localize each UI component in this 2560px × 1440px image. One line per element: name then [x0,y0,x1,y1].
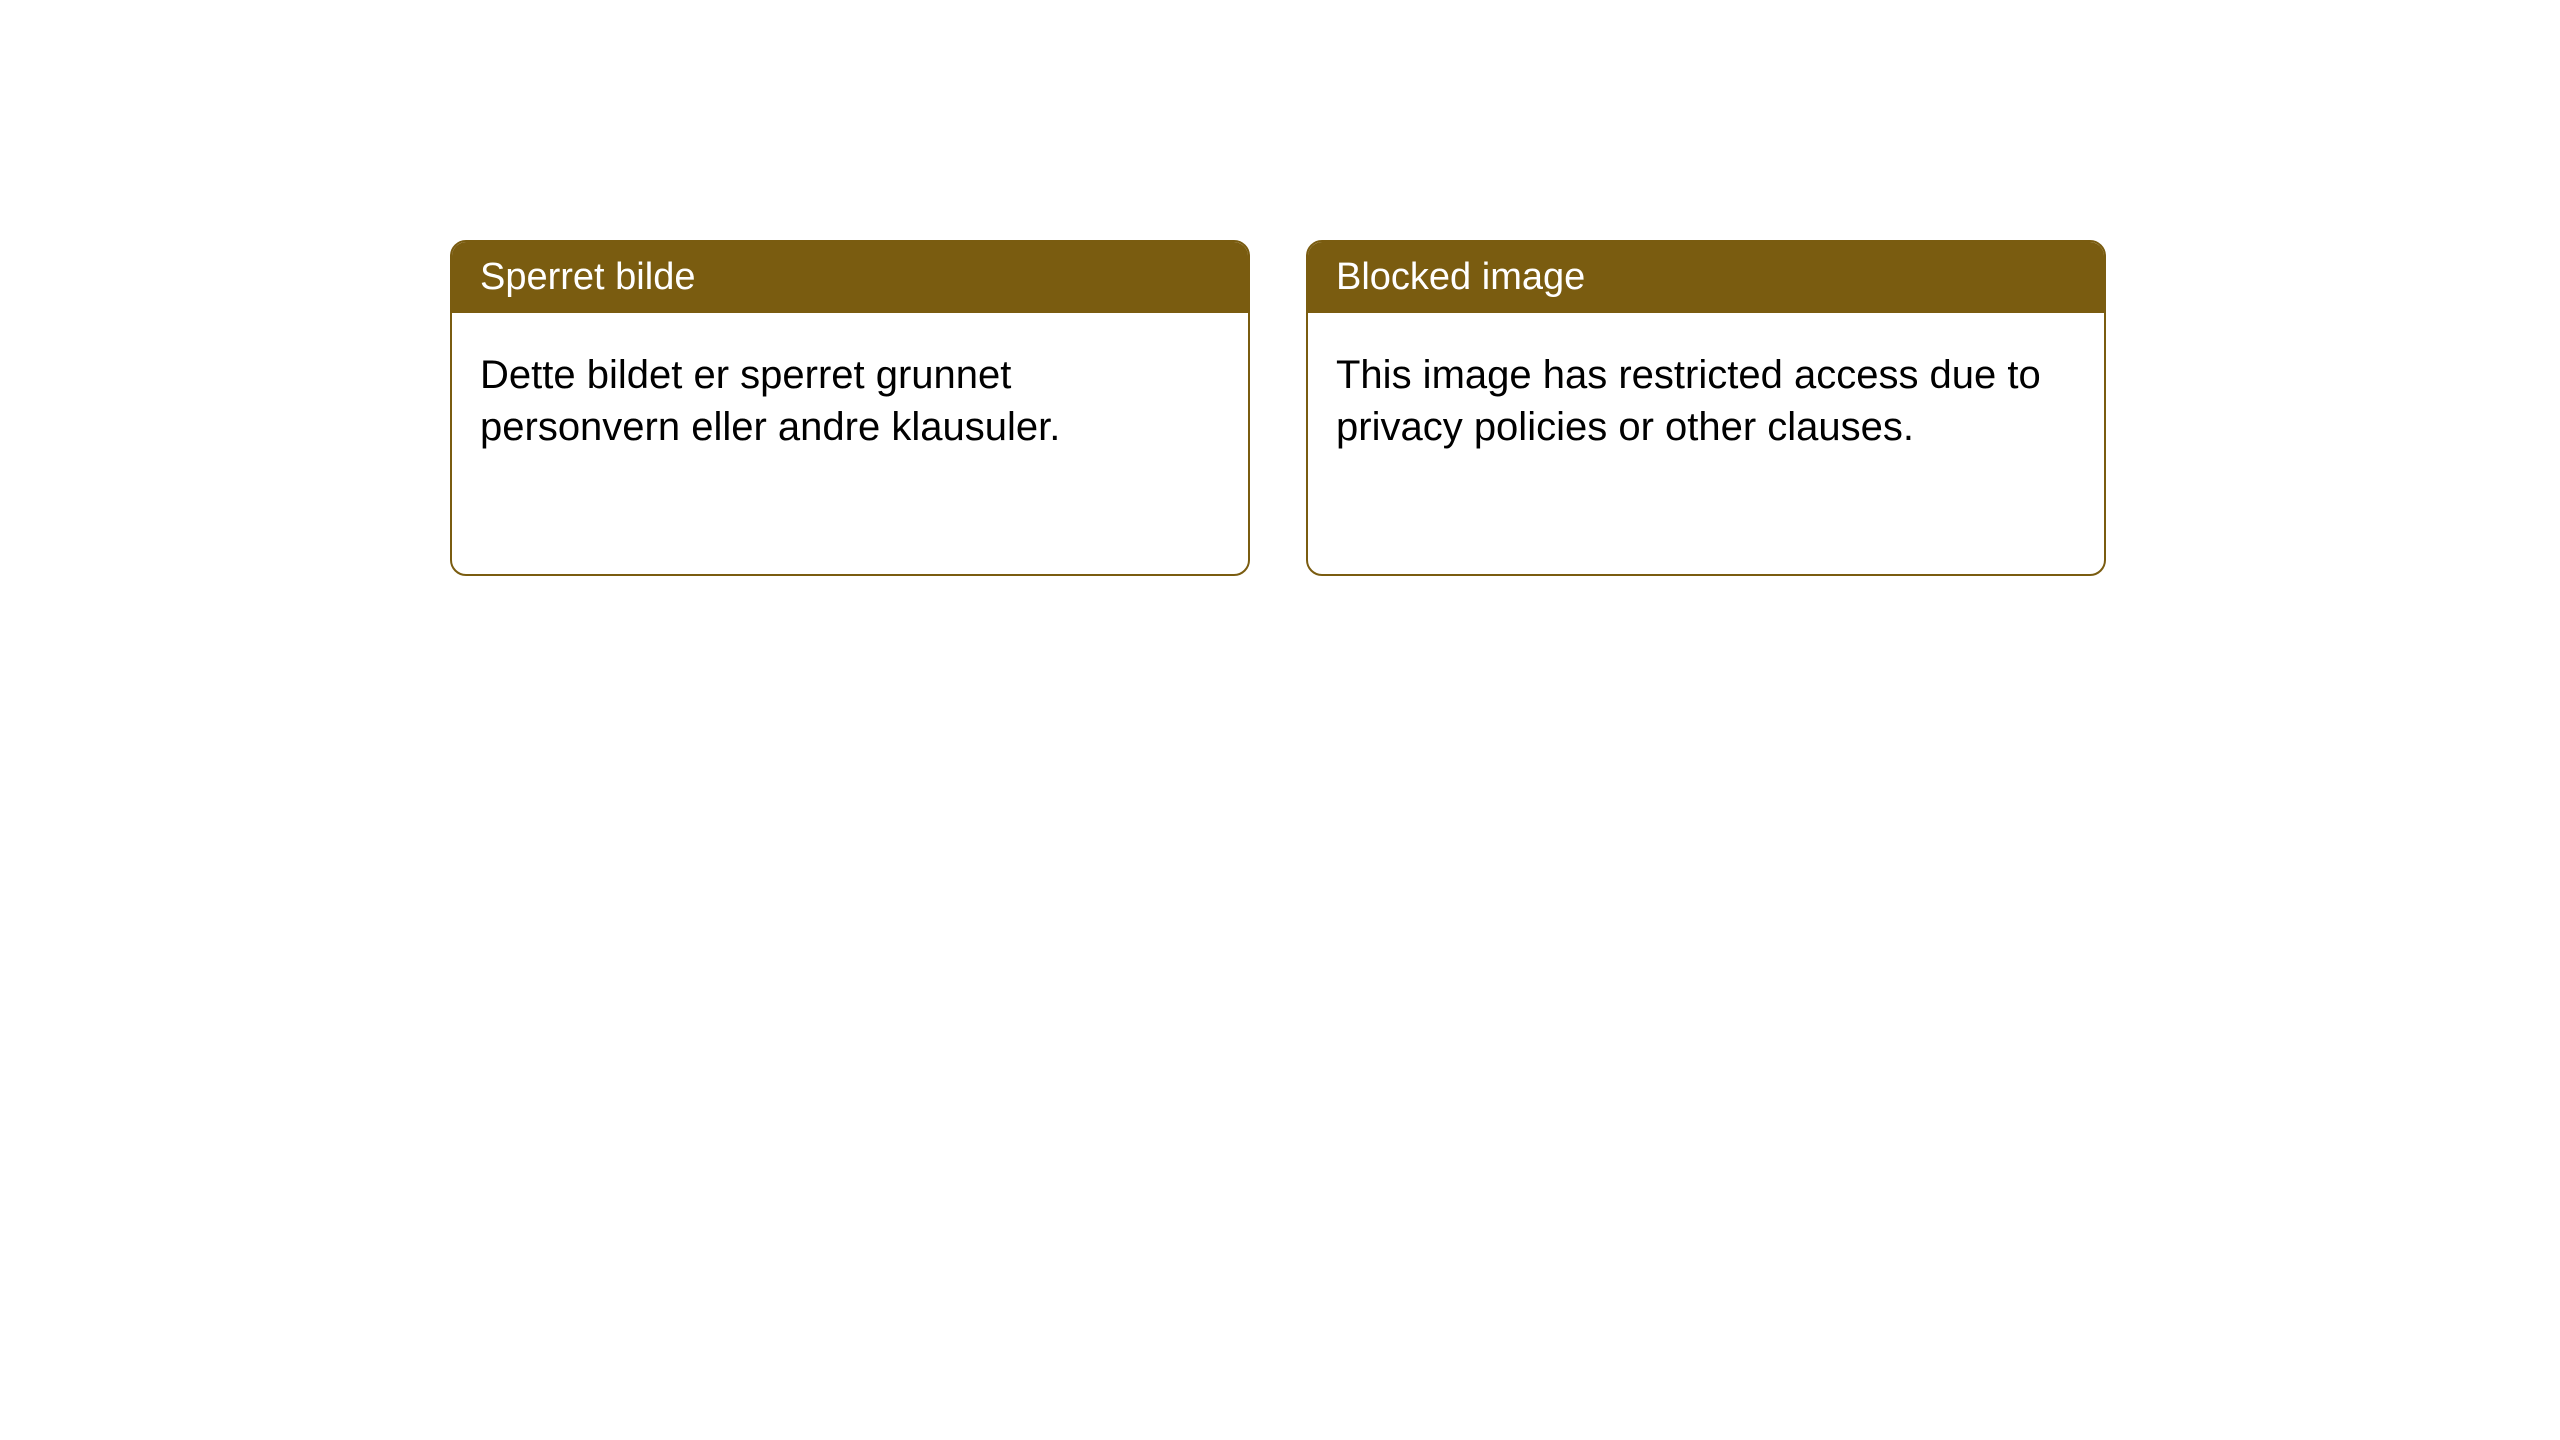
notice-message: This image has restricted access due to … [1336,353,2041,449]
notice-card-english: Blocked image This image has restricted … [1306,240,2106,576]
notice-header-english: Blocked image [1308,242,2104,313]
notice-card-norwegian: Sperret bilde Dette bildet er sperret gr… [450,240,1250,576]
notice-message: Dette bildet er sperret grunnet personve… [480,353,1060,449]
notice-title: Blocked image [1336,256,1585,298]
notice-body-english: This image has restricted access due to … [1308,313,2104,489]
notice-title: Sperret bilde [480,256,695,298]
notice-body-norwegian: Dette bildet er sperret grunnet personve… [452,313,1248,489]
notice-header-norwegian: Sperret bilde [452,242,1248,313]
notice-cards-container: Sperret bilde Dette bildet er sperret gr… [450,240,2560,576]
